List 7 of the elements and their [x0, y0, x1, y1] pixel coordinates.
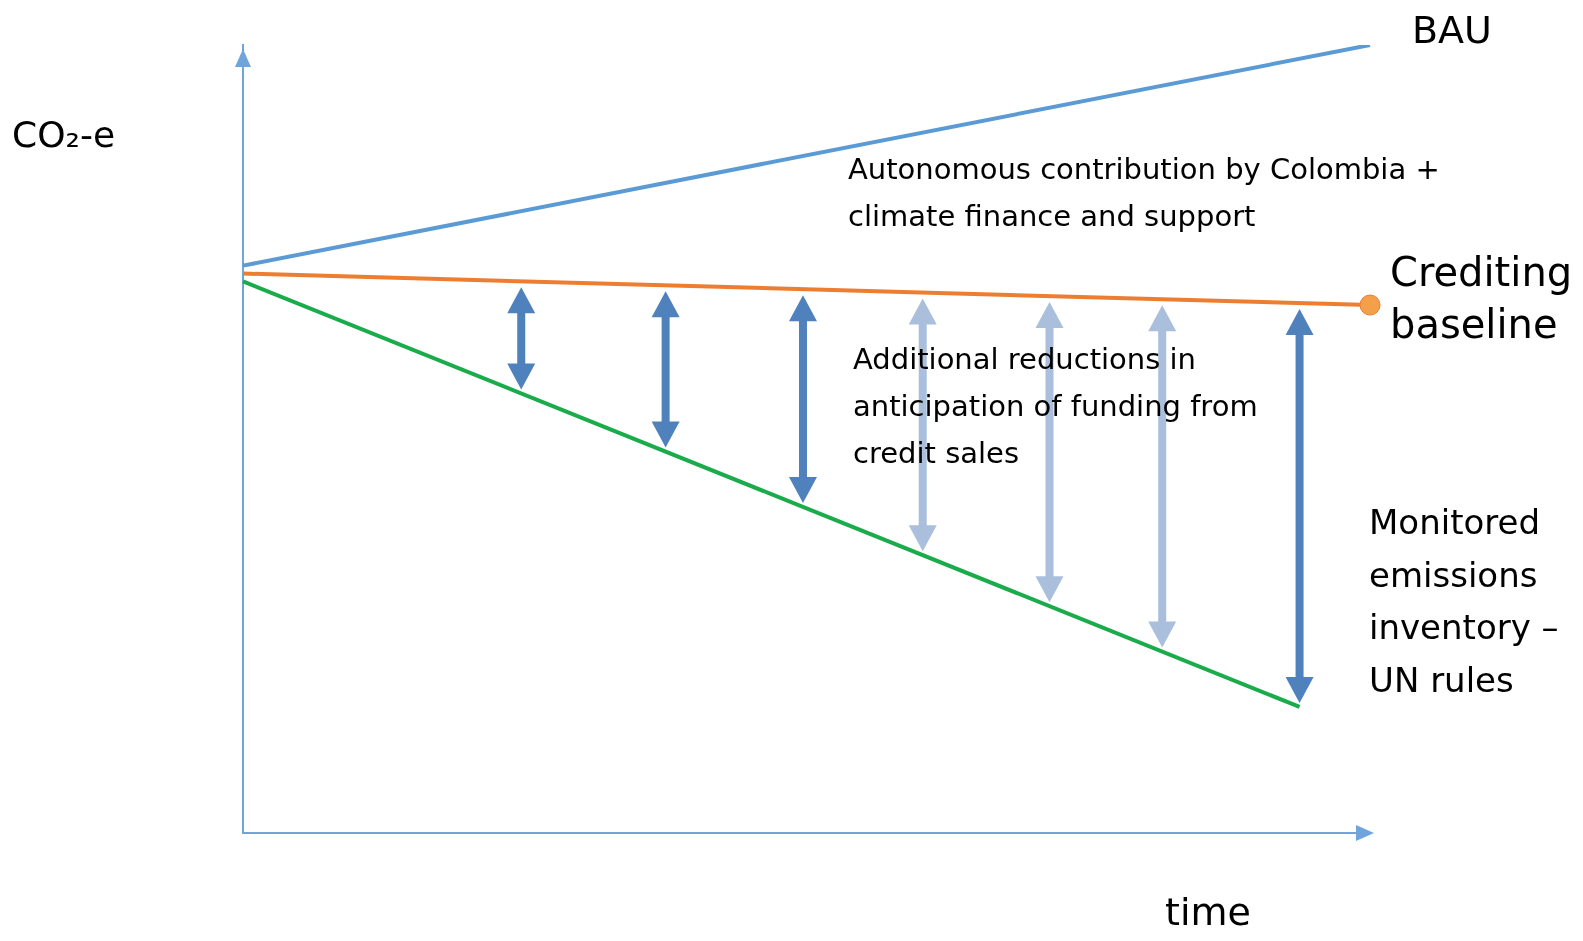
series-label: BAU	[1412, 8, 1492, 54]
annotation: Autonomous contribution by Colombia + climate finance and support	[848, 151, 1441, 235]
series-label: Crediting baseline	[1390, 248, 1574, 349]
x-axis-title: time	[1165, 889, 1251, 936]
text: Monitored emissions inventory – UN rules	[1369, 501, 1560, 703]
annotation: Additional reductions in anticipation of funding from credit sales	[853, 341, 1259, 472]
y-axis-title: CO₂-e	[12, 113, 116, 157]
